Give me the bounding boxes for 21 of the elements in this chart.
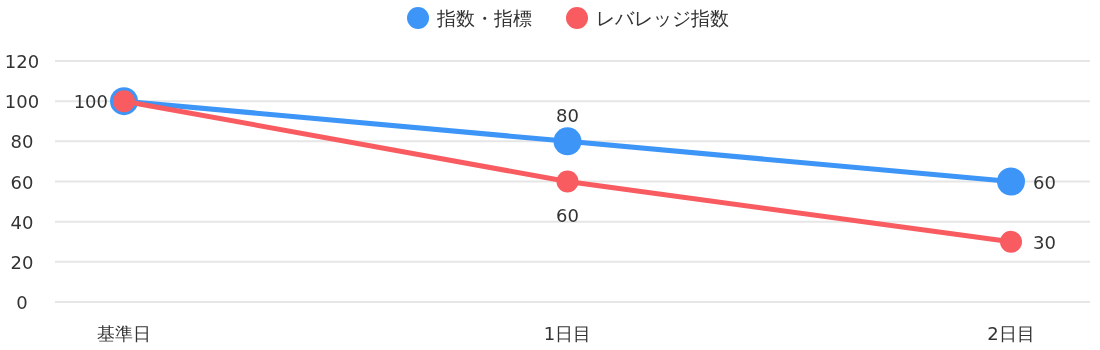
data-label: 60 <box>1033 171 1056 193</box>
data-label: 100 <box>73 91 108 113</box>
y-tick-label: 20 <box>10 251 34 273</box>
x-tick-label: 1日目 <box>543 323 592 344</box>
x-tick-label: 2日目 <box>987 323 1035 344</box>
data-label: 60 <box>556 204 579 226</box>
point <box>997 167 1025 196</box>
data-label: 30 <box>1033 231 1056 253</box>
y-tick-label: 0 <box>16 292 28 313</box>
y-tick-label: 80 <box>10 131 34 153</box>
x-tick-label: 基準日 <box>97 323 151 344</box>
y-tick-label: 120 <box>4 51 40 72</box>
y-tick-label: 40 <box>10 211 34 233</box>
point <box>556 170 579 193</box>
y-tick-label: 60 <box>10 171 34 193</box>
legend-label: 指数・指標 <box>436 7 532 29</box>
point <box>1000 230 1022 253</box>
y-tick-label: 100 <box>4 91 40 113</box>
point <box>553 127 582 156</box>
legend-label: レバレッジ指数 <box>596 7 729 29</box>
data-label: 80 <box>556 105 579 127</box>
